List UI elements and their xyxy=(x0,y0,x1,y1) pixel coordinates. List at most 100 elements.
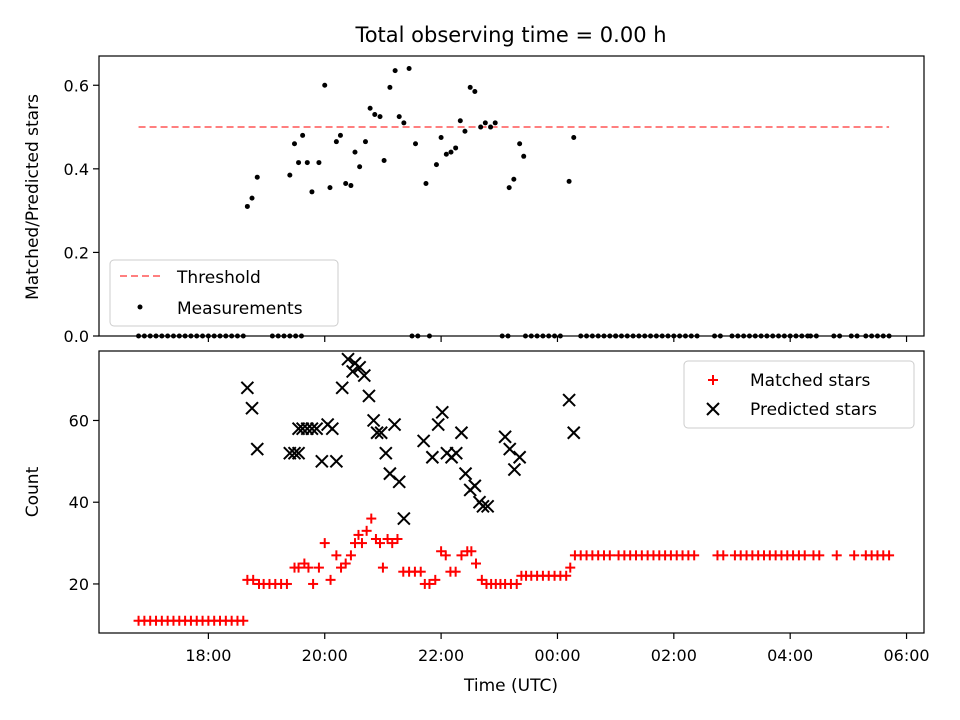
top-y-axis-label: Matched/Predicted stars xyxy=(23,94,43,300)
matched-star-point xyxy=(248,574,259,585)
bottom-x-tick-label: 02:00 xyxy=(651,646,697,665)
predicted-star-point xyxy=(325,421,340,436)
predicted-star-point xyxy=(468,479,482,493)
matched-star-point xyxy=(831,550,842,561)
measurement-point xyxy=(377,114,383,120)
predicted-star-point xyxy=(480,499,495,514)
predicted-star-point xyxy=(345,364,360,379)
measurement-point xyxy=(478,124,484,130)
top-y-tick-label: 0.4 xyxy=(64,160,89,179)
predicted-star-point xyxy=(287,446,302,460)
measurement-point xyxy=(372,112,378,118)
predicted-star-point xyxy=(454,426,469,440)
predicted-legend-label: Predicted stars xyxy=(750,400,877,420)
measurement-point xyxy=(457,118,463,124)
matched-star-point xyxy=(849,550,860,561)
measurement-point xyxy=(467,84,473,90)
matched-star-point xyxy=(471,558,482,569)
matched-star-point xyxy=(424,578,435,589)
measurement-point xyxy=(287,172,293,178)
measurement-point xyxy=(333,139,339,145)
predicted-star-point xyxy=(476,499,490,514)
threshold-legend-label: Threshold xyxy=(176,268,261,288)
measurement-point xyxy=(571,134,577,140)
predicted-star-point xyxy=(250,442,264,456)
measurement-point xyxy=(472,89,478,95)
measurement-point xyxy=(304,160,310,166)
measurement-point xyxy=(348,183,354,189)
measurement-point xyxy=(492,120,498,126)
matched-star-point xyxy=(308,578,319,589)
matched-star-point xyxy=(281,578,292,589)
measurement-point xyxy=(362,139,368,145)
matched-star-point xyxy=(238,615,249,626)
measurement-point xyxy=(482,120,488,126)
top-legend-box xyxy=(109,259,339,327)
measurement-point xyxy=(352,149,358,155)
measurement-point xyxy=(401,120,407,126)
predicted-legend-swatch xyxy=(706,402,720,416)
measurement-point xyxy=(488,124,494,130)
predicted-star-point xyxy=(245,401,259,415)
matched-star-point xyxy=(303,562,314,573)
bottom-y-tick-label: 40 xyxy=(69,493,89,512)
matched-star-point xyxy=(415,566,426,577)
predicted-star-point xyxy=(341,352,355,366)
predicted-star-point xyxy=(498,430,512,444)
matched-star-point xyxy=(353,529,364,540)
matched-star-point xyxy=(561,570,572,581)
matched-star-point xyxy=(325,574,336,585)
measurement-point xyxy=(521,153,527,159)
matched-star-point xyxy=(604,550,615,561)
measurement-point xyxy=(566,178,572,184)
measurement-point xyxy=(291,141,297,147)
matched-star-point xyxy=(331,550,342,561)
matched-star-point xyxy=(375,538,386,549)
matched-star-point xyxy=(814,550,825,561)
measurement-point xyxy=(413,141,419,147)
measurement-point xyxy=(406,66,412,72)
measurement-point xyxy=(506,185,512,191)
matched-star-point xyxy=(689,550,700,561)
predicted-star-point xyxy=(335,381,349,395)
top-y-tick-label: 0.0 xyxy=(64,327,89,346)
predicted-star-point xyxy=(392,475,406,489)
measurement-point xyxy=(244,203,250,209)
bottom-legend: Matched stars Predicted stars xyxy=(683,360,915,429)
matched-star-point xyxy=(565,562,576,573)
matched-star-point xyxy=(387,538,398,549)
measurement-point xyxy=(300,132,306,138)
matched-star-point xyxy=(799,550,810,561)
measurement-point xyxy=(367,105,373,111)
matched-star-point xyxy=(456,550,467,561)
bottom-x-tick-label: 20:00 xyxy=(302,646,348,665)
matched-star-point xyxy=(392,534,403,544)
bottom-panel: Count Time (UTC) 20 40 60 18:00 20:00 22:00 00… xyxy=(23,350,930,696)
bottom-x-tick-label: 22:00 xyxy=(418,646,464,665)
matched-star-point xyxy=(718,550,729,561)
matched-star-point xyxy=(345,550,356,561)
bottom-x-tick-label: 18:00 xyxy=(185,646,231,665)
x-axis-label: Time (UTC) xyxy=(463,676,558,696)
predicted-star-point xyxy=(291,446,306,460)
predicted-star-point xyxy=(416,434,431,448)
bottom-plot-marks xyxy=(133,352,895,626)
measurement-point xyxy=(511,176,517,182)
top-plot-frame xyxy=(98,55,925,337)
predicted-star-point xyxy=(562,393,576,407)
measurement-point xyxy=(381,157,387,163)
measurement-point xyxy=(443,151,449,157)
predicted-star-point xyxy=(397,511,411,526)
measurements-legend-swatch xyxy=(137,304,143,310)
measurement-point xyxy=(433,162,439,168)
measurements-legend-label: Measurements xyxy=(177,299,303,319)
top-legend: Threshold Measurements xyxy=(109,259,339,327)
bottom-plot-frame xyxy=(98,350,925,634)
predicted-star-point xyxy=(567,426,581,440)
measurement-point xyxy=(448,149,454,155)
predicted-star-point xyxy=(458,466,473,481)
predicted-star-point xyxy=(352,360,367,375)
matched-star-point xyxy=(466,546,477,557)
predicted-star-point xyxy=(387,417,402,432)
